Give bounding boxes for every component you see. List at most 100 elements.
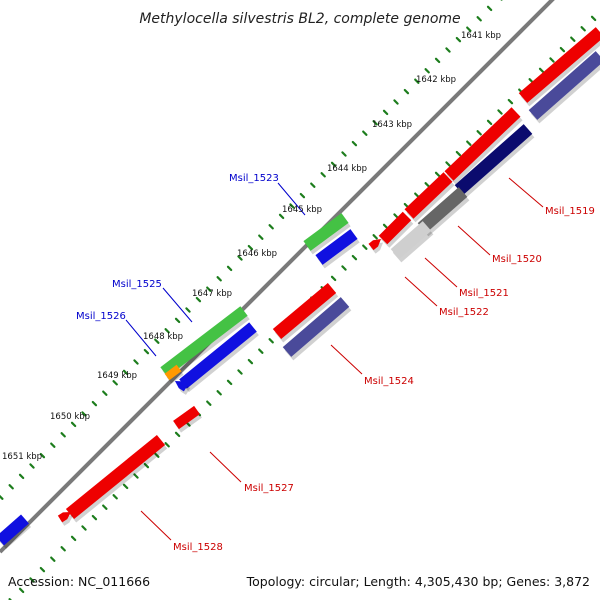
inner-tick-mark bbox=[570, 36, 576, 42]
inner-tick-mark bbox=[154, 452, 160, 458]
outer-tick-mark bbox=[206, 286, 212, 292]
gene-label-msil-1521: Msil_1521 bbox=[459, 288, 509, 299]
inner-tick-mark bbox=[29, 577, 35, 583]
outer-tick-mark bbox=[60, 432, 66, 438]
outer-tick-mark bbox=[174, 317, 181, 324]
outer-tick-mark bbox=[237, 255, 243, 261]
kbp-label: 1642 kbp bbox=[416, 75, 456, 85]
feature-msil-1521-match bbox=[417, 187, 470, 237]
outer-tick-mark bbox=[133, 359, 139, 365]
outer-tick-mark bbox=[445, 47, 451, 53]
outer-tick-mark bbox=[247, 244, 254, 251]
inner-tick-mark bbox=[91, 514, 98, 521]
inner-tick-mark bbox=[414, 192, 420, 198]
inner-tick-mark bbox=[590, 15, 597, 22]
outer-tick-mark bbox=[414, 78, 420, 84]
kbp-label: 1651 kbp bbox=[2, 452, 42, 462]
callout-line-msil-1522 bbox=[404, 276, 438, 307]
inner-tick-mark bbox=[81, 525, 87, 531]
inner-tick-mark bbox=[50, 556, 56, 562]
cds-msil-1526 bbox=[175, 381, 191, 395]
inner-tick-mark bbox=[393, 213, 399, 219]
inner-tick-mark bbox=[258, 348, 264, 354]
callout-line-msil-1528 bbox=[140, 510, 172, 541]
outer-tick-mark bbox=[466, 26, 472, 32]
cds-msil-1528-arrow bbox=[57, 512, 74, 526]
inner-tick-mark bbox=[507, 98, 514, 105]
inner-tick-mark bbox=[362, 244, 368, 250]
inner-tick-mark bbox=[102, 504, 108, 510]
kbp-label: 1643 kbp bbox=[372, 120, 412, 130]
cds-msil-1522-arrow bbox=[368, 239, 384, 254]
outer-tick-mark bbox=[102, 390, 108, 396]
inner-tick-mark bbox=[164, 442, 170, 448]
cds-msil-1523 bbox=[315, 229, 360, 269]
inner-tick-mark bbox=[206, 400, 212, 406]
outer-tick-mark bbox=[351, 140, 358, 147]
inner-tick-mark bbox=[237, 369, 243, 375]
inner-tick-mark bbox=[341, 265, 347, 271]
cds-msil-1529 bbox=[0, 514, 32, 550]
inner-tick-mark bbox=[70, 535, 77, 542]
outer-tick-mark bbox=[164, 328, 170, 334]
outer-tick-mark bbox=[476, 16, 482, 22]
inner-tick-mark bbox=[330, 275, 337, 282]
kbp-label: 1650 kbp bbox=[50, 412, 90, 422]
inner-tick-mark bbox=[18, 587, 25, 594]
feature-msil-1524-match bbox=[282, 297, 352, 361]
accession-text: Accession: NC_011666 bbox=[8, 574, 150, 589]
outer-tick-mark bbox=[320, 172, 326, 178]
genome-summary-text: Topology: circular; Length: 4,305,430 bp… bbox=[246, 574, 590, 589]
cds-msil-1520 bbox=[444, 107, 523, 185]
inner-tick-mark bbox=[247, 358, 254, 365]
cds-msil-1524 bbox=[272, 283, 339, 343]
callout-layer: Msil_1519 Msil_1520 Msil_1521 Msil_1522 Msil… bbox=[76, 173, 595, 553]
kbp-label: 1649 kbp bbox=[97, 371, 137, 381]
outer-tick-mark bbox=[8, 484, 14, 490]
outer-tick-mark bbox=[382, 109, 389, 116]
inner-tick-mark bbox=[268, 338, 274, 344]
feature-msil-1526-match bbox=[164, 364, 184, 384]
inner-tick-mark bbox=[122, 483, 129, 490]
inner-tick-mark bbox=[476, 130, 482, 136]
inner-tick-mark bbox=[445, 161, 451, 167]
outer-tick-mark bbox=[362, 130, 368, 136]
outer-tick-mark bbox=[112, 380, 118, 386]
callout-line-msil-1527 bbox=[209, 451, 242, 483]
kbp-label: 1645 kbp bbox=[282, 205, 322, 215]
feature-msil-1519-match bbox=[528, 51, 600, 124]
gene-label-msil-1519: Msil_1519 bbox=[545, 206, 595, 217]
feature-msil-1525-match bbox=[160, 306, 250, 381]
gene-label-msil-1525: Msil_1525 bbox=[112, 279, 162, 290]
inner-tick-mark bbox=[372, 234, 378, 240]
cds-msil-1522 bbox=[378, 211, 414, 248]
inner-tick-ring bbox=[8, 15, 597, 600]
callout-line-msil-1519 bbox=[508, 177, 544, 208]
gene-label-msil-1527: Msil_1527 bbox=[244, 483, 294, 494]
outer-tick-mark bbox=[195, 296, 202, 303]
inner-tick-mark bbox=[434, 171, 441, 178]
kbp-label: 1641 kbp bbox=[461, 31, 501, 41]
inner-tick-mark bbox=[424, 182, 430, 188]
inner-tick-mark bbox=[559, 46, 566, 53]
outer-tick-mark bbox=[70, 421, 77, 428]
cds-msil-1527 bbox=[173, 405, 203, 433]
outer-tick-mark bbox=[310, 182, 316, 188]
feature-msil-1522-match bbox=[390, 221, 434, 263]
outer-tick-mark bbox=[216, 276, 222, 282]
callout-line-msil-1520 bbox=[457, 225, 491, 256]
inner-tick-mark bbox=[226, 379, 233, 386]
kbp-label: 1648 kbp bbox=[143, 332, 183, 342]
inner-tick-mark bbox=[538, 67, 545, 74]
inner-tick-mark bbox=[112, 494, 118, 500]
gene-label-msil-1520: Msil_1520 bbox=[492, 254, 542, 265]
outer-tick-mark bbox=[226, 265, 233, 272]
outer-tick-mark bbox=[330, 161, 337, 168]
outer-tick-mark bbox=[258, 234, 264, 240]
outer-tick-mark bbox=[81, 411, 87, 417]
outer-tick-mark bbox=[393, 99, 399, 105]
feature-msil-1520-match bbox=[454, 124, 535, 199]
inner-tick-mark bbox=[549, 57, 555, 63]
inner-tick-mark bbox=[60, 546, 66, 552]
